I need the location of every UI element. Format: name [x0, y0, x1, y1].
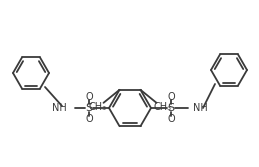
Text: CH₃: CH₃: [153, 102, 171, 112]
Text: S: S: [85, 103, 92, 113]
Text: S: S: [167, 103, 175, 113]
Text: NH: NH: [52, 103, 67, 113]
Text: O: O: [167, 92, 175, 102]
Text: O: O: [85, 92, 93, 102]
Text: O: O: [167, 114, 175, 124]
Text: O: O: [85, 114, 93, 124]
Text: NH: NH: [193, 103, 208, 113]
Text: CH₃: CH₃: [88, 102, 106, 112]
